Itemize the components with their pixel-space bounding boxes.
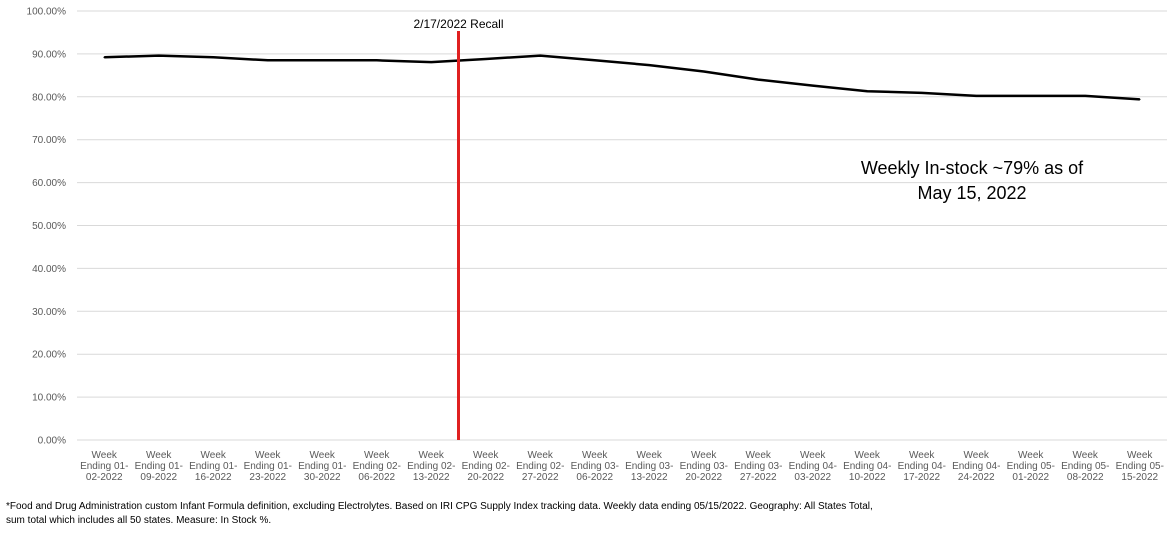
x-tick-label: Week Ending 04-10-2022 bbox=[843, 450, 891, 483]
data-point bbox=[1084, 95, 1087, 97]
data-point bbox=[593, 59, 596, 62]
data-point bbox=[757, 78, 760, 81]
y-tick-label: 80.00% bbox=[32, 92, 66, 103]
x-tick-label: Week Ending 01-23-2022 bbox=[244, 450, 292, 483]
x-tick-label: Week Ending 04-24-2022 bbox=[952, 450, 1000, 483]
data-point bbox=[866, 90, 869, 93]
x-tick-label: Week Ending 05-08-2022 bbox=[1061, 450, 1109, 483]
x-tick-label: Week Ending 01-09-2022 bbox=[135, 450, 183, 483]
y-tick-label: 50.00% bbox=[32, 221, 66, 232]
series-lines bbox=[103, 54, 1141, 101]
x-tick-label: Week Ending 03-27-2022 bbox=[734, 450, 782, 483]
data-point bbox=[811, 84, 814, 87]
y-tick-label: 30.00% bbox=[32, 307, 66, 318]
x-tick-label: Week Ending 02-13-2022 bbox=[407, 450, 455, 483]
note-line: May 15, 2022 bbox=[917, 183, 1026, 203]
data-point bbox=[157, 54, 160, 57]
footnote-line-1: *Food and Drug Administration custom Inf… bbox=[6, 501, 873, 512]
y-tick-label: 0.00% bbox=[38, 436, 66, 447]
data-point bbox=[1138, 98, 1141, 101]
data-point bbox=[321, 59, 324, 62]
recall-label: 2/17/2022 Recall bbox=[413, 17, 503, 31]
footnote: *Food and Drug Administration custom Inf… bbox=[6, 500, 1166, 528]
y-tick-label: 90.00% bbox=[32, 49, 66, 60]
data-point bbox=[539, 54, 542, 57]
x-tick-label: Week Ending 01-30-2022 bbox=[298, 450, 346, 483]
x-tick-label: Week Ending 04-17-2022 bbox=[898, 450, 946, 483]
y-tick-label: 20.00% bbox=[32, 350, 66, 361]
data-point bbox=[702, 70, 705, 73]
in-stock-note: Weekly In-stock ~79% as of May 15, 2022 bbox=[861, 158, 1084, 203]
footnote-line-2: sum total which includes all 50 states. … bbox=[6, 515, 272, 526]
data-point bbox=[375, 59, 378, 62]
x-tick-label: Week Ending 05-15-2022 bbox=[1116, 450, 1164, 483]
data-point bbox=[1029, 95, 1032, 97]
x-tick-label: Week Ending 01-02-2022 bbox=[80, 450, 128, 483]
y-tick-label: 70.00% bbox=[32, 135, 66, 146]
x-tick-label: Week Ending 03-13-2022 bbox=[625, 450, 673, 483]
note-line: Weekly In-stock ~79% as of bbox=[861, 158, 1084, 178]
data-point bbox=[484, 58, 487, 60]
x-tick-label: Week Ending 02-06-2022 bbox=[353, 450, 401, 483]
y-tick-label: 40.00% bbox=[32, 264, 66, 275]
x-tick-label: Week Ending 03-20-2022 bbox=[680, 450, 728, 483]
data-point bbox=[430, 61, 433, 63]
gridlines bbox=[77, 10, 1167, 441]
x-tick-label: Week Ending 02-27-2022 bbox=[516, 450, 564, 483]
data-point bbox=[103, 56, 106, 59]
data-point bbox=[648, 64, 651, 66]
y-tick-label: 10.00% bbox=[32, 393, 66, 404]
data-point bbox=[920, 92, 923, 94]
series-line bbox=[104, 54, 1140, 101]
data-point bbox=[212, 56, 215, 59]
x-tick-label: Week Ending 02-20-2022 bbox=[462, 450, 510, 483]
data-point bbox=[266, 59, 269, 62]
x-tick-label: Week Ending 03-06-2022 bbox=[571, 450, 619, 483]
y-tick-label: 60.00% bbox=[32, 178, 66, 189]
recall-marker: 2/17/2022 Recall bbox=[413, 17, 504, 440]
y-tick-label: 100.00% bbox=[27, 7, 67, 18]
data-point bbox=[975, 95, 978, 97]
y-axis-tick-labels: 0.00% 10.00% 20.00% 30.00% 40.00% 50.00% 60.00… bbox=[27, 7, 67, 447]
x-tick-label: Week Ending 04-03-2022 bbox=[789, 450, 837, 483]
x-tick-label: Week Ending 05-01-2022 bbox=[1007, 450, 1055, 483]
x-tick-label: Week Ending 01-16-2022 bbox=[189, 450, 237, 483]
